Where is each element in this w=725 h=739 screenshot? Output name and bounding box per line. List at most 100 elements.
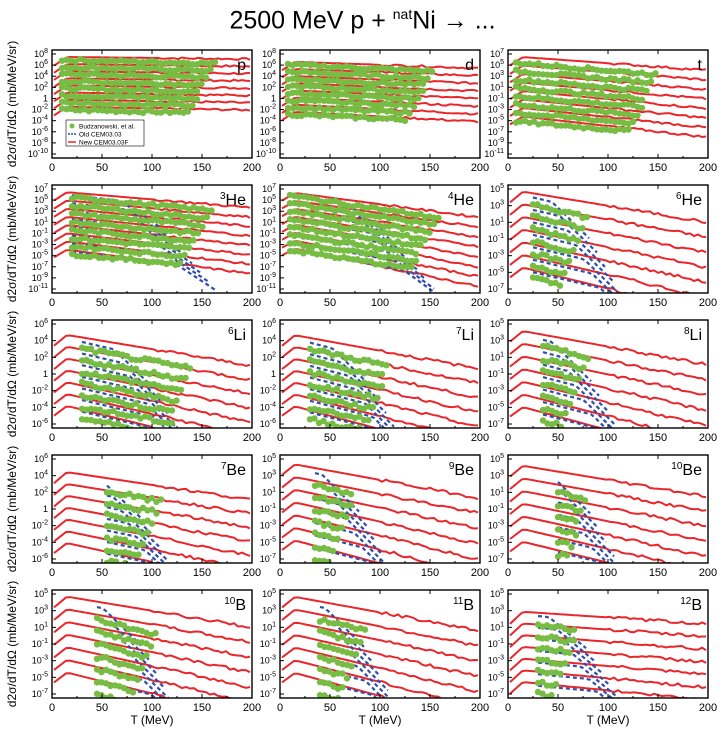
data-point (72, 93, 79, 101)
data-point (570, 637, 578, 644)
y-tick-label: 101 (490, 216, 504, 227)
x-tick-label: 100 (599, 567, 617, 579)
data-point (103, 489, 111, 496)
data-point (91, 211, 98, 218)
x-tick-label: 150 (193, 297, 211, 309)
x-tick-label: 0 (49, 567, 55, 579)
data-point (325, 520, 332, 527)
panel-10Be: 0 50 100 150 200 105 103 101 10-1 10-3 10-5 10-7 10B… (488, 453, 717, 579)
data-point (135, 551, 142, 558)
data-point (180, 81, 187, 89)
data-point (72, 107, 79, 114)
data-point (190, 230, 197, 237)
old-model-curve (532, 233, 614, 282)
data-point (338, 78, 346, 86)
x-axis-label: T (MeV) (586, 713, 629, 727)
data-point (342, 378, 350, 385)
data-point (365, 391, 372, 398)
new-model-curve (53, 608, 251, 644)
x-tick-label: 50 (324, 567, 336, 579)
old-model-curve (537, 626, 595, 662)
plot-area (281, 60, 479, 125)
data-point (134, 651, 141, 658)
y-tick-label: 10-3 (32, 655, 48, 666)
y-tick-label: 104 (262, 70, 276, 81)
y-tick-label: 10-7 (488, 418, 504, 429)
panel-d: 0 50 100 150 200108106104102110-210-410-610-… (256, 48, 489, 174)
data-point (517, 60, 524, 68)
data-point (130, 699, 136, 705)
data-point (73, 243, 80, 251)
y-tick-label: 10-7 (32, 688, 48, 699)
data-point (365, 416, 372, 424)
data-point (559, 502, 566, 509)
data-point (544, 381, 551, 389)
data-point (198, 80, 205, 88)
data-point (330, 656, 337, 663)
data-point (381, 237, 388, 245)
data-point (372, 250, 379, 257)
data-point (571, 389, 578, 396)
y-tick-label: 10-7 (32, 261, 48, 272)
new-model-curve (281, 596, 479, 633)
old-model-curve (309, 341, 371, 387)
plot-area (281, 334, 479, 428)
data-point (334, 535, 341, 542)
data-point (325, 695, 333, 698)
x-tick-label: 150 (649, 297, 667, 309)
plot-area (509, 330, 707, 428)
data-point (579, 225, 586, 232)
x-tick-label: 150 (193, 162, 211, 174)
data-point (570, 246, 577, 254)
y-tick-label: 10-7 (488, 283, 504, 294)
data-point (538, 204, 546, 211)
y-tick-label: 10-6 (260, 126, 276, 137)
y-tick-label: 104 (262, 335, 276, 346)
y-tick-label: 106 (262, 318, 276, 329)
data-point (117, 549, 124, 556)
x-tick-label: 200 (471, 297, 489, 309)
panel-p: 0 50 100 150 200108106104102110-210-410-610-… (5, 41, 261, 174)
data-point (548, 692, 555, 698)
y-tick-label: 10-3 (488, 520, 504, 531)
data-point (86, 243, 94, 250)
new-model-curve (281, 647, 479, 693)
panel-label: 6Li (228, 326, 246, 344)
data-point (338, 412, 345, 419)
data-point (164, 433, 170, 439)
new-model-curve (53, 191, 251, 209)
y-tick-label: 101 (490, 621, 504, 632)
new-model-curve (281, 89, 479, 100)
panel-7Li: 0 50 100 150 200 106 104 102 1 10-2 10-4 10-6 7Li (260, 318, 489, 444)
data-point (417, 210, 424, 217)
x-tick-label: 200 (471, 567, 489, 579)
y-tick-label: 102 (34, 81, 48, 92)
y-tick-label: 102 (34, 486, 48, 497)
data-point (307, 83, 314, 90)
data-point (139, 59, 147, 66)
data-point (152, 629, 159, 637)
data-point (343, 86, 350, 93)
data-point (634, 112, 641, 119)
x-tick-label: 100 (371, 702, 389, 714)
data-point (182, 374, 189, 382)
y-tick-label: 10-10 (28, 148, 48, 159)
data-point (539, 678, 546, 686)
new-model-curve (53, 596, 251, 629)
data-point (593, 116, 601, 124)
x-axis-label: T (MeV) (130, 713, 173, 727)
data-point (184, 102, 192, 110)
data-point (430, 214, 438, 221)
data-point (126, 490, 133, 497)
data-point (163, 202, 170, 209)
data-point (638, 104, 646, 112)
data-point (176, 219, 184, 226)
legend-box (65, 119, 145, 147)
y-tick-label: 103 (490, 200, 504, 211)
data-point (87, 381, 95, 388)
data-point (189, 81, 196, 88)
old-model-curve (557, 538, 610, 563)
data-point (581, 497, 589, 504)
old-model-curve (542, 413, 600, 428)
data-point (543, 682, 551, 689)
